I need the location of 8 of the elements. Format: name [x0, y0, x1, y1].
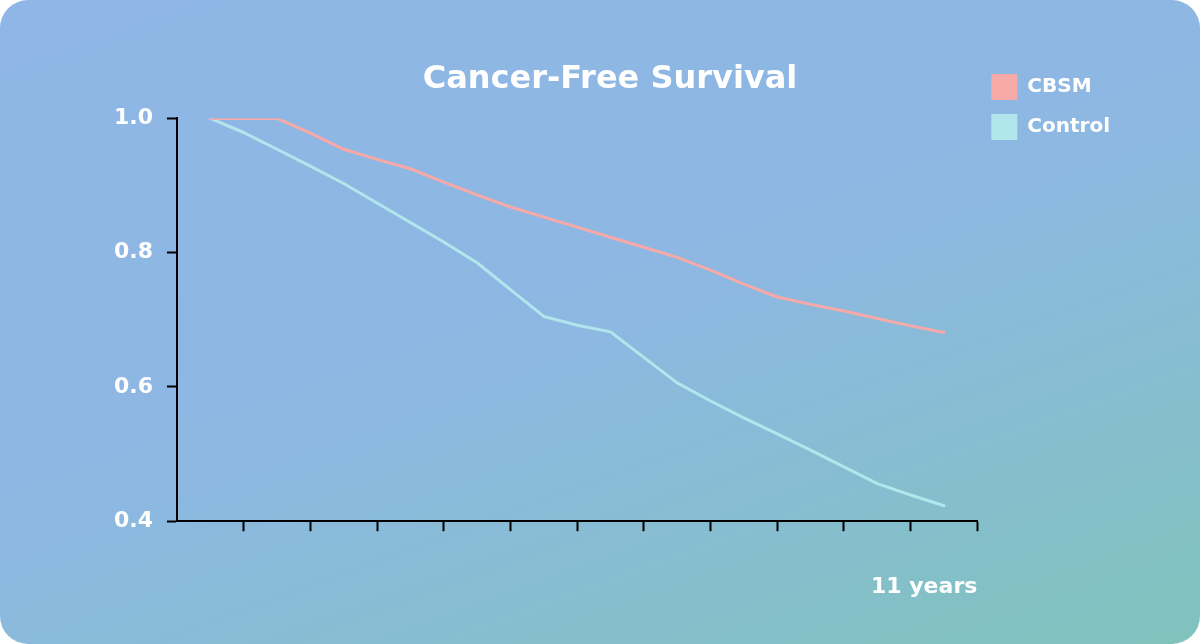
- legend-label: Control: [1027, 113, 1111, 138]
- y-tick-label: 0.6: [113, 372, 153, 398]
- y-tick-label: 1.0: [113, 104, 153, 130]
- chart-title: Cancer-Free Survival: [422, 57, 798, 96]
- y-tick-label: 0.8: [113, 238, 153, 264]
- y-tick-label: 0.4: [113, 506, 153, 532]
- legend-label: CBSM: [1027, 73, 1092, 98]
- x-axis-title: 11 years: [871, 572, 978, 598]
